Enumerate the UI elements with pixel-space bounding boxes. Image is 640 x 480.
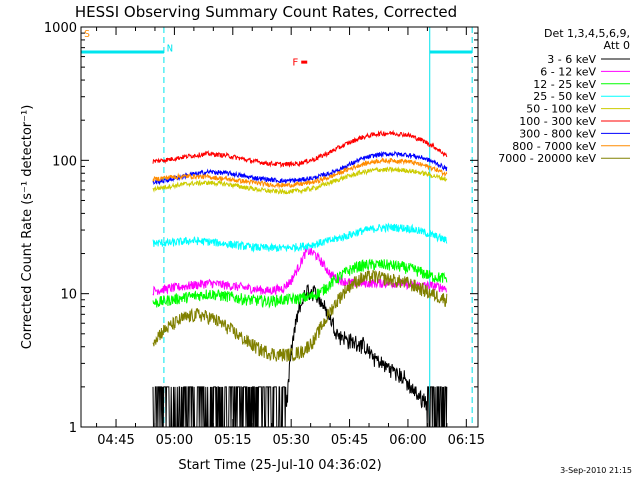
legend-label-2: 12 - 25 keV <box>533 78 596 91</box>
x-tick-label-3: 05:30 <box>272 433 309 448</box>
x-tick-label-4: 05:45 <box>331 433 368 448</box>
series-layer <box>152 129 448 428</box>
y-tick-label-2: 100 <box>52 154 77 169</box>
flag-s: S <box>84 29 90 40</box>
legend-label-3: 25 - 50 keV <box>533 90 596 103</box>
x-axis: 04:45 05:00 05:15 05:30 05:45 06:00 06:15 <box>96 27 485 448</box>
x-axis-label: Start Time (25-Jul-10 04:36:02) <box>178 458 381 473</box>
y-tick-label-3: 1000 <box>44 21 77 36</box>
y-tick-label-1: 10 <box>60 288 77 303</box>
series-line-0 <box>152 284 448 428</box>
plot-frame <box>80 26 479 428</box>
flag-n: N <box>167 44 173 55</box>
series-line-4 <box>152 166 448 195</box>
legend-label-7: 800 - 7000 keV <box>512 140 596 153</box>
legend-header-line-2: Att 0 <box>604 39 630 52</box>
legend-label-1: 6 - 12 keV <box>540 65 596 78</box>
x-tick-label-0: 04:45 <box>97 433 134 448</box>
flag-f: F <box>292 58 298 69</box>
y-axis: 1 10 100 1000 <box>44 21 478 436</box>
series-line-2 <box>152 258 448 309</box>
legend-label-6: 300 - 800 keV <box>519 127 596 140</box>
legend-label-5: 100 - 300 keV <box>519 115 596 128</box>
y-axis-label: Corrected Count Rate (s⁻¹ detector⁻¹) <box>20 105 35 350</box>
x-tick-label-6: 06:15 <box>448 433 485 448</box>
flag-layer: S N F <box>84 29 308 69</box>
chart-title: HESSI Observing Summary Count Rates, Cor… <box>75 3 457 21</box>
x-tick-label-2: 05:15 <box>214 433 251 448</box>
series-line-6 <box>152 150 448 186</box>
series-line-3 <box>152 222 448 253</box>
series-line-5 <box>152 129 448 169</box>
legend-header-line-1: Det 1,3,4,5,6,9, <box>544 27 630 40</box>
flare-marker <box>301 60 308 64</box>
legend-label-0: 3 - 6 keV <box>547 53 596 66</box>
x-tick-label-1: 05:00 <box>156 433 193 448</box>
y-tick-label-0: 1 <box>69 421 77 436</box>
x-tick-label-5: 06:00 <box>389 433 426 448</box>
legend-label-4: 50 - 100 keV <box>526 103 596 116</box>
legend-label-8: 7000 - 20000 keV <box>498 152 596 165</box>
footer-date: 3-Sep-2010 21:15 <box>560 466 632 475</box>
series-line-8 <box>152 269 448 362</box>
series-line-7 <box>152 157 448 190</box>
